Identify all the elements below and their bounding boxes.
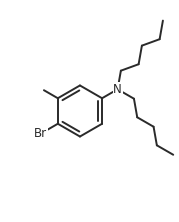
Text: N: N [113,83,122,96]
Text: Br: Br [34,127,47,140]
